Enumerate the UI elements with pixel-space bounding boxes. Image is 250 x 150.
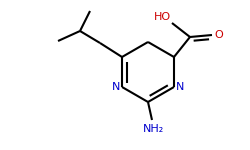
Text: O: O [214,30,223,40]
Text: N: N [176,82,184,92]
Text: HO: HO [154,12,171,22]
Text: N: N [112,82,120,92]
Text: NH₂: NH₂ [142,124,164,134]
